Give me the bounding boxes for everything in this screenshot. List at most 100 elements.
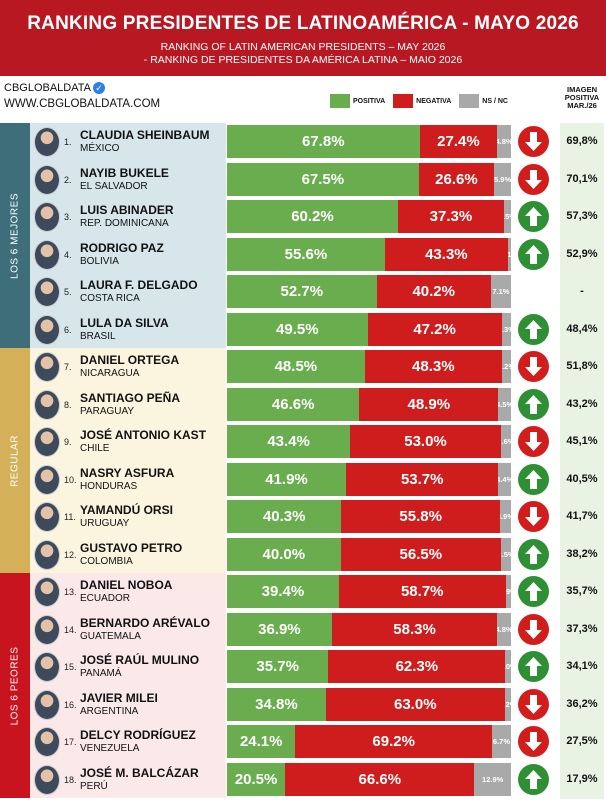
president-name: JOSÉ RAÚL MULINO [80,653,200,667]
previous-image-positive: 43,2% [566,397,598,410]
stacked-bar: 49.5%47.2%3.3% [227,312,511,346]
bar-ns: 3.6% [500,425,511,458]
stacked-bar: 46.6%48.9%4.5% [227,387,511,421]
arrow-down-icon [518,426,549,457]
president-photo [34,427,60,457]
president-photo [34,164,60,195]
bar-positive: 49.5% [227,312,368,346]
previous-image-positive: 40,5% [566,472,598,485]
group-sidebar-0: LOS 6 MEJORES [0,123,30,348]
bar-negative: 53.7% [345,462,499,496]
bar-ns: 1.9% [505,575,511,608]
president-name: RODRIGO PAZ [80,240,164,255]
bar-ns: 1.1% [507,237,511,271]
president-photo [34,539,60,570]
bar-negative: 48.9% [359,387,499,421]
president-photo [34,689,60,720]
rank-number: 16. [64,699,77,710]
arrow-up-icon [518,576,549,607]
bar-negative: 40.2% [376,275,491,308]
stacked-bar: 41.9%53.7%4.4% [227,462,511,496]
previous-image-positive: 41,7% [566,510,598,522]
bar-negative: 53.0% [350,425,501,458]
president-name: DANIEL ORTEGA [80,353,180,367]
country-name: CHILE [80,443,110,454]
brand-handle: CBGLOBALDATA [4,82,92,94]
stacked-bar: 40.0%56.5%3.5% [227,537,511,571]
rank-number: 10. [64,474,77,485]
rank-number: 17. [64,737,77,747]
arrow-up-icon [518,201,549,232]
country-name: MÉXICO [80,143,120,154]
arrow-up-icon [518,388,549,420]
president-photo [34,577,60,607]
country-name: PANAMÁ [80,668,122,679]
rank-number: 5. [64,287,72,297]
legend-swatch-ns [459,94,480,108]
ranking-row: 3. LUIS ABINADER REP. DOMINICANA 60.2% 37.3%… [30,198,604,236]
rank-number: 6. [64,324,72,335]
stacked-bar: 55.6%43.3%1.1% [227,237,511,271]
previous-image-positive: 69,8% [566,135,598,147]
bar-ns: 4.8% [497,125,511,158]
bar-ns: 4.4% [498,462,511,496]
group-sidebar-2: LOS 6 PEORES [0,573,30,798]
image-header-line-3: MAR./26 [567,101,597,110]
bar-ns: 2.5% [503,200,511,233]
president-name: NASRY ASFURA [80,465,175,480]
country-name: BRASIL [80,330,116,342]
bar-positive: 34.8% [227,687,326,721]
stacked-bar: 35.7%62.3%2.0% [227,650,511,683]
bar-positive: 36.9% [227,612,332,646]
image-column-background [560,123,604,799]
ranking-row: 14. BERNARDO ARÉVALO GUATEMALA 36.9% 58.3% 4.… [30,611,604,649]
ranking-row: 2. NAYIB BUKELE EL SALVADOR 67.5% 26.6% 5.9% 7… [30,161,604,199]
country-name: EL SALVADOR [80,180,148,192]
ranking-row: 17. DELCY RODRÍGUEZ VENEZUELA 24.1% 69.2% 6.7… [30,723,604,761]
bar-positive: 41.9% [227,462,346,496]
legend-swatch-positive [330,94,350,108]
bar-positive: 40.3% [227,500,342,533]
arrow-up-icon [518,463,549,495]
group-label: REGULAR [9,434,21,487]
rank-number: 3. [64,212,72,222]
image-header-line-2: POSITIVA [564,93,600,102]
stacked-bar: 34.8%63.0%2.2% [227,687,511,721]
president-name: LULA DA SILVA [80,315,169,330]
bar-ns: 6.7% [491,725,511,758]
legend-negative: NEGATIVA [393,94,451,108]
bar-ns: 4.5% [498,387,511,421]
country-name: HONDURAS [80,480,138,492]
arrow-down-icon [518,163,549,195]
previous-image-positive: 70,1% [566,172,598,185]
legend-swatch-negative [393,94,414,108]
president-name: JOSÉ ANTONIO KAST [80,428,207,442]
previous-image-positive: 36,2% [566,697,598,710]
bar-ns: 12.9% [474,762,511,796]
arrow-up-icon [518,238,549,270]
arrow-down-icon [518,351,549,382]
group-background-0 [30,123,226,348]
rank-number: 18. [64,774,77,785]
brand-url: WWW.CBGLOBALDATA.COM [4,98,161,111]
bar-positive: 67.5% [227,162,419,196]
bar-negative: 66.6% [285,762,475,796]
stacked-bar: 48.5%48.3%3.2% [227,350,511,383]
president-photo [34,389,60,420]
president-name: LUIS ABINADER [80,203,174,217]
bar-negative: 48.3% [364,350,502,383]
bar-negative: 58.3% [331,612,498,646]
president-name: BERNARDO ARÉVALO [80,615,211,630]
bar-ns: 7.1% [490,275,511,308]
legend-label-positive: POSITIVA [353,97,386,105]
arrow-up-icon [518,538,549,570]
president-photo [34,127,60,157]
image-column-header: IMAGEN POSITIVA MAR./26 [560,86,604,110]
previous-image-positive: 34,1% [566,660,598,672]
country-name: NICARAGUA [80,368,140,379]
country-name: PARAGUAY [80,405,135,417]
